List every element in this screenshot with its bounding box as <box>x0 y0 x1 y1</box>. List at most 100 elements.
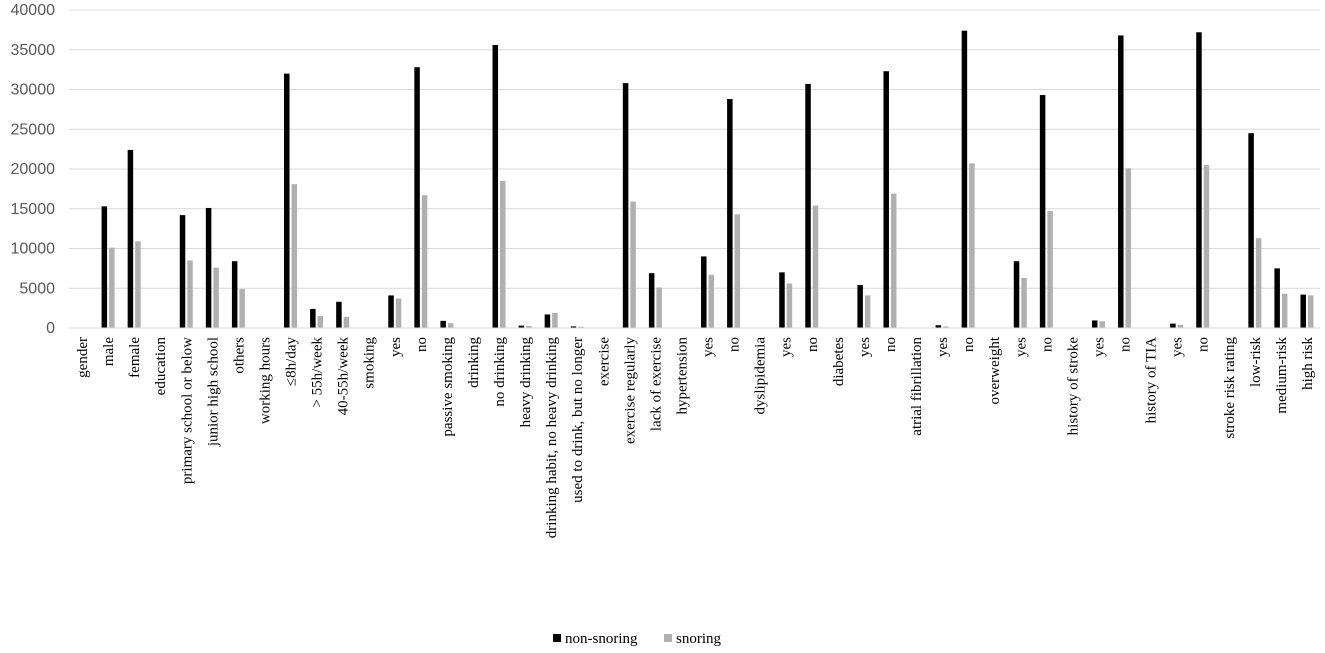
bar-non-snoring <box>492 44 499 328</box>
bar-snoring <box>734 214 741 328</box>
bar-snoring <box>1021 277 1027 328</box>
bar-snoring <box>109 247 115 328</box>
legend-swatch-non-snoring <box>553 634 561 642</box>
x-tick-label: yes <box>388 337 404 357</box>
bar-non-snoring <box>883 71 889 328</box>
x-tick-label: yes <box>701 337 717 357</box>
y-tick-label: 40000 <box>11 2 56 19</box>
legend-swatch-snoring <box>664 634 672 642</box>
x-tick-label: used to drink, but no longer <box>570 337 586 503</box>
bar-non-snoring <box>101 206 108 328</box>
bar-snoring <box>943 326 949 328</box>
bars <box>101 30 1314 329</box>
bar-non-snoring <box>284 73 290 328</box>
bar-non-snoring <box>805 83 811 328</box>
y-tick-label: 10000 <box>11 241 56 258</box>
x-tick-label: smoking <box>362 337 378 389</box>
bar-non-snoring <box>205 207 212 328</box>
bar-snoring <box>291 184 298 328</box>
x-tick-label: history of stroke <box>1065 337 1081 436</box>
x-tick-label: no <box>961 337 977 352</box>
x-tick-label: yes <box>1091 337 1107 357</box>
x-tick-label: yes <box>857 337 873 357</box>
x-tick-label: drinking habit, no heavy drinking <box>544 337 560 539</box>
x-tick-label: primary school or below <box>179 337 195 484</box>
x-tick-label: no <box>805 337 821 352</box>
bar-snoring <box>656 287 662 328</box>
x-tick-label: no <box>1039 337 1055 352</box>
y-tick-label: 5000 <box>19 280 55 297</box>
bar-non-snoring <box>1274 268 1280 328</box>
y-axis-ticks: 0 5000 10000 15000 20000 25000 30000 35000 40000 <box>11 2 56 337</box>
x-tick-label: lack of exercise <box>648 337 664 431</box>
bar-non-snoring <box>336 301 342 328</box>
gridlines <box>69 9 1320 289</box>
x-tick-label: 40-55h/week <box>336 337 352 416</box>
bar-non-snoring <box>961 30 968 328</box>
x-tick-label: overweight <box>987 336 1003 404</box>
x-tick-label: yes <box>1013 337 1029 357</box>
bar-snoring <box>1203 165 1210 328</box>
bar-snoring <box>1047 211 1053 328</box>
bar-snoring <box>1177 324 1184 328</box>
bar-snoring <box>786 283 793 328</box>
x-tick-label: others <box>231 337 247 374</box>
x-tick-label: ≤8h/day <box>284 337 300 387</box>
x-tick-label: exercise <box>596 337 612 386</box>
bar-non-snoring <box>701 256 707 328</box>
bar-non-snoring <box>440 320 446 328</box>
bar-snoring <box>526 326 532 328</box>
bar-snoring <box>1125 168 1132 328</box>
bar-non-snoring <box>1091 320 1098 328</box>
x-tick-label: heavy drinking <box>518 337 534 428</box>
bar-non-snoring <box>388 295 394 328</box>
bar-non-snoring <box>1248 133 1254 328</box>
x-tick-label: junior high school <box>205 337 221 447</box>
x-tick-label: exercise regularly <box>622 337 638 445</box>
bar-snoring <box>239 289 245 328</box>
x-tick-label: no <box>1118 337 1134 352</box>
bar-non-snoring <box>231 261 238 328</box>
x-axis-category-labels: gender male female education primary school … <box>75 336 1316 538</box>
bar-snoring <box>1099 321 1105 328</box>
bar-snoring <box>578 326 584 328</box>
bar-snoring <box>812 205 819 328</box>
bar-non-snoring <box>179 215 186 328</box>
x-tick-label: yes <box>779 337 795 357</box>
bar-snoring <box>969 163 975 328</box>
bar-non-snoring <box>622 83 629 328</box>
x-tick-label: dyslipidemia <box>753 337 769 415</box>
x-tick-label: yes <box>935 337 951 357</box>
x-tick-label: high risk <box>1300 337 1316 390</box>
bar-non-snoring <box>1118 35 1124 328</box>
legend: non-snoring snoring <box>553 631 722 647</box>
bar-snoring <box>630 201 636 328</box>
bar-non-snoring <box>779 272 785 328</box>
legend-label-non-snoring: non-snoring <box>565 631 638 647</box>
bar-snoring <box>343 316 350 328</box>
bar-snoring <box>421 195 428 328</box>
x-tick-label: atrial fibrillation <box>909 337 925 436</box>
y-tick-label: 20000 <box>11 161 56 178</box>
bar-snoring <box>447 323 454 328</box>
x-tick-label: history of TIA <box>1144 337 1160 424</box>
x-tick-label: no drinking <box>492 337 508 407</box>
bar-snoring <box>708 274 715 328</box>
bar-non-snoring <box>1300 294 1306 328</box>
y-tick-label: 30000 <box>11 82 56 99</box>
x-tick-label: no <box>1196 337 1212 352</box>
bar-snoring <box>213 267 219 328</box>
bar-non-snoring <box>1039 95 1046 328</box>
x-tick-label: medium-risk <box>1274 337 1290 414</box>
bar-non-snoring <box>648 273 655 328</box>
bar-non-snoring <box>857 285 863 328</box>
bar-non-snoring <box>935 325 942 328</box>
y-tick-label: 25000 <box>11 121 56 138</box>
x-tick-label: no <box>727 337 743 352</box>
bar-non-snoring <box>127 149 134 328</box>
bar-non-snoring <box>518 325 525 328</box>
bar-snoring <box>500 180 506 328</box>
bar-snoring <box>317 316 324 328</box>
bar-snoring <box>890 193 897 328</box>
